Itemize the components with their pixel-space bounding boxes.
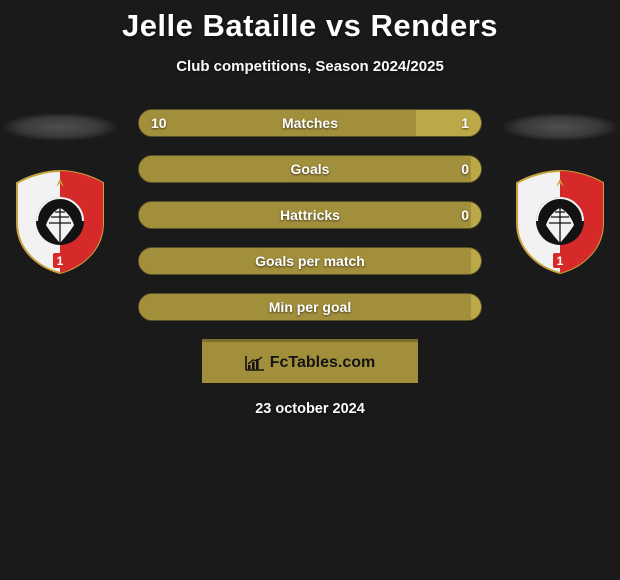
- player-shadow-left: [2, 113, 118, 141]
- bar-value-right: 1: [461, 110, 469, 136]
- svg-text:1: 1: [57, 254, 64, 268]
- stat-bar: Hattricks0: [138, 201, 482, 229]
- comparison-content: 1 1 Matches101Goals0Hattricks0Goals per …: [0, 109, 620, 469]
- page-subtitle: Club competitions, Season 2024/2025: [0, 58, 620, 75]
- shield-icon: 1: [13, 169, 107, 275]
- club-crest-right: 1: [513, 169, 607, 275]
- bar-label: Matches: [139, 110, 481, 136]
- chart-icon: [245, 355, 265, 371]
- page-title: Jelle Bataille vs Renders: [0, 0, 620, 44]
- bar-value-left: 10: [151, 110, 167, 136]
- svg-text:1: 1: [557, 254, 564, 268]
- brand-card: FcTables.com: [202, 339, 418, 383]
- brand-label: FcTables.com: [270, 354, 376, 372]
- player-shadow-right: [502, 113, 618, 141]
- stat-bar: Goals per match: [138, 247, 482, 275]
- stat-bar: Min per goal: [138, 293, 482, 321]
- bar-label: Goals per match: [139, 248, 481, 274]
- player-left-col: 1: [0, 109, 120, 275]
- bar-label: Hattricks: [139, 202, 481, 228]
- comparison-bars: Matches101Goals0Hattricks0Goals per matc…: [138, 109, 482, 321]
- bar-label: Min per goal: [139, 294, 481, 320]
- date-label: 23 october 2024: [0, 401, 620, 417]
- stat-bar: Matches10 1: [138, 109, 482, 137]
- player-right-col: 1: [500, 109, 620, 275]
- bar-label: Goals: [139, 156, 481, 182]
- bar-value-right: 0: [461, 156, 469, 182]
- stat-bar: Goals0: [138, 155, 482, 183]
- club-crest-left: 1: [13, 169, 107, 275]
- bar-value-right: 0: [461, 202, 469, 228]
- shield-icon: 1: [513, 169, 607, 275]
